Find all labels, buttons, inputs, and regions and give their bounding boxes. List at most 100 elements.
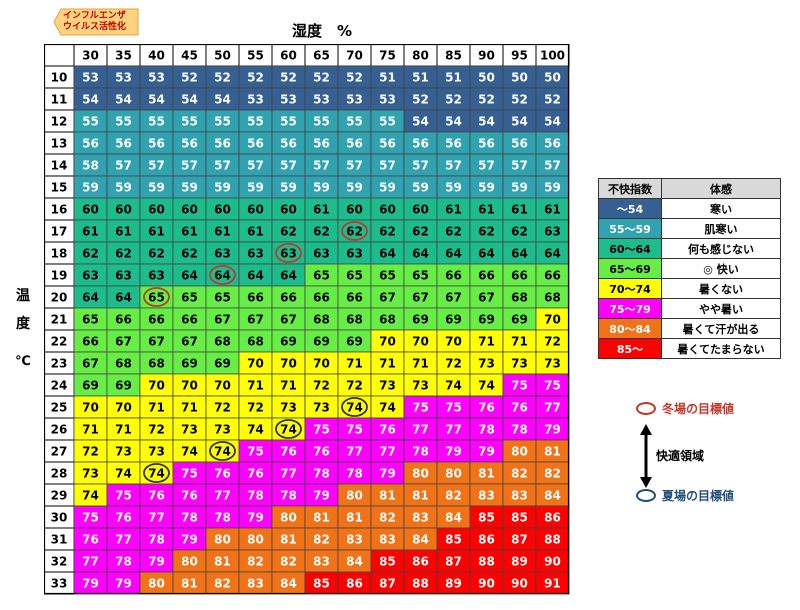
heatmap-cell-value: 76 — [82, 533, 99, 547]
temperature-title-char-2: 度 — [16, 316, 30, 332]
heatmap-cell-value: 64 — [412, 247, 429, 261]
heatmap-cell-value: 72 — [445, 357, 462, 371]
heatmap-cell-value: 69 — [181, 357, 198, 371]
heatmap-cell-value: 77 — [412, 423, 429, 437]
heatmap-cell-value: 85 — [511, 511, 528, 525]
temperature-tick-label: 24 — [51, 379, 68, 393]
heatmap-cell-value: 62 — [82, 247, 99, 261]
heatmap-cell-value: 75 — [511, 379, 528, 393]
heatmap-cell-value: 59 — [115, 181, 132, 195]
heatmap-cell-value: 58 — [82, 159, 99, 173]
heatmap-cell-value: 83 — [379, 533, 396, 547]
heatmap-cell-value: 65 — [379, 269, 396, 283]
heatmap-cell-value: 56 — [544, 137, 561, 151]
heatmap-cell-value: 82 — [544, 467, 561, 481]
heatmap-cell-value: 55 — [346, 115, 363, 129]
humidity-tick-label: 55 — [247, 49, 264, 63]
heatmap-cell-value: 67 — [445, 291, 462, 305]
humidity-tick-label: 60 — [280, 49, 297, 63]
winter-target-ring — [209, 265, 236, 285]
heatmap-cell-value: 68 — [379, 313, 396, 327]
heatmap-cell-value: 73 — [379, 379, 396, 393]
heatmap-cell-value: 75 — [346, 423, 363, 437]
heatmap-cell-value: 72 — [544, 335, 561, 349]
heatmap-cell-value: 79 — [313, 489, 330, 503]
temperature-tick-label: 27 — [51, 445, 68, 459]
heatmap-cell-value: 71 — [379, 357, 396, 371]
legend-range: 55～59 — [598, 218, 662, 239]
heatmap-cell-value: 64 — [379, 247, 396, 261]
heatmap-cell-value: 54 — [82, 93, 99, 107]
summer-target-label: 夏場の目標値 — [662, 489, 735, 503]
heatmap-cell-value: 86 — [346, 577, 363, 591]
heatmap-cell-value: 81 — [280, 533, 297, 547]
heatmap-cell-value: 81 — [181, 577, 198, 591]
heatmap-cell-value: 61 — [148, 225, 165, 239]
influenza-tag: インフルエンザ ウイルス活性化 — [53, 8, 139, 36]
heatmap-cell-value: 57 — [412, 159, 429, 173]
summer-target-ring — [143, 463, 170, 483]
heatmap-cell-value: 78 — [115, 555, 132, 569]
heatmap-cell-value: 56 — [148, 137, 165, 151]
target-notes: 冬場の目標値 快適領域 夏場の目標値 — [628, 396, 800, 506]
heatmap-cell-value: 73 — [181, 423, 198, 437]
heatmap-cell-value: 89 — [445, 577, 462, 591]
heatmap-cell-value: 82 — [313, 533, 330, 547]
legend-row: 75～79 やや暑い — [598, 298, 781, 319]
heatmap-cell-value: 87 — [511, 533, 528, 547]
heatmap-cell-value: 66 — [115, 313, 132, 327]
humidity-tick-label: 50 — [214, 49, 231, 63]
heatmap-cell-value: 67 — [181, 335, 198, 349]
temperature-tick-label: 30 — [51, 511, 68, 525]
heatmap-cell-value: 83 — [511, 489, 528, 503]
heatmap-cell-value: 55 — [280, 115, 297, 129]
heatmap-cell-value: 68 — [511, 291, 528, 305]
heatmap-cell-value: 52 — [280, 71, 297, 85]
heatmap-cell-value: 53 — [148, 71, 165, 85]
legend-range: 75～79 — [598, 298, 662, 319]
heatmap-cell-value: 64 — [247, 269, 264, 283]
heatmap-cell-value: 78 — [346, 467, 363, 481]
heatmap-cell-value: 55 — [82, 115, 99, 129]
humidity-tick-label: 45 — [181, 49, 198, 63]
heatmap-cell-value: 75 — [115, 489, 132, 503]
heatmap-cell-value: 61 — [247, 225, 264, 239]
heatmap-cell-value: 79 — [445, 445, 462, 459]
heatmap-cell-value: 54 — [511, 115, 528, 129]
winter-target-ring — [275, 243, 302, 263]
heatmap-cell-value: 57 — [445, 159, 462, 173]
heatmap-cell-value: 83 — [247, 577, 264, 591]
heatmap-cell-value: 67 — [214, 313, 231, 327]
heatmap-cell-value: 59 — [478, 181, 495, 195]
heatmap-cell-value: 84 — [544, 489, 561, 503]
heatmap-cell-value: 71 — [82, 423, 99, 437]
heatmap-cell-value: 85 — [445, 533, 462, 547]
heatmap-cell-value: 83 — [412, 511, 429, 525]
heatmap-cell-value: 75 — [445, 401, 462, 415]
legend-row: 70～74 暑くない — [598, 278, 781, 299]
heatmap-cell-value: 65 — [412, 269, 429, 283]
heatmap-cell-value: 59 — [181, 181, 198, 195]
heatmap-cell-value: 53 — [82, 71, 99, 85]
discomfort-heatmap: 30 35 40 45 50 55 60 65 70 75 80 85 90 95 100 10 53 53 53 5… — [44, 44, 570, 595]
legend-feel: 寒い — [661, 198, 781, 219]
temperature-tick-label: 11 — [51, 93, 68, 107]
temperature-tick-label: 13 — [51, 137, 68, 151]
heatmap-cell-value: 69 — [313, 335, 330, 349]
heatmap-cell-value: 55 — [181, 115, 198, 129]
legend-range: 85～ — [598, 338, 662, 359]
heatmap-cell-value: 67 — [148, 335, 165, 349]
heatmap-cell-value: 50 — [478, 71, 495, 85]
heatmap-cell-value: 57 — [181, 159, 198, 173]
heatmap-cell-value: 61 — [313, 203, 330, 217]
heatmap-cell-value: 73 — [115, 445, 132, 459]
heatmap-cell-value: 62 — [181, 247, 198, 261]
heatmap-cell-value: 81 — [544, 445, 561, 459]
heatmap-cell-value: 80 — [214, 533, 231, 547]
tag-line-1: インフルエンザ — [63, 11, 126, 21]
heatmap-cell-value: 76 — [280, 445, 297, 459]
legend-feel: 暑くて汗が出る — [661, 318, 781, 339]
temperature-tick-label: 21 — [51, 313, 68, 327]
heatmap-cell-value: 85 — [313, 577, 330, 591]
heatmap-border — [44, 44, 570, 595]
